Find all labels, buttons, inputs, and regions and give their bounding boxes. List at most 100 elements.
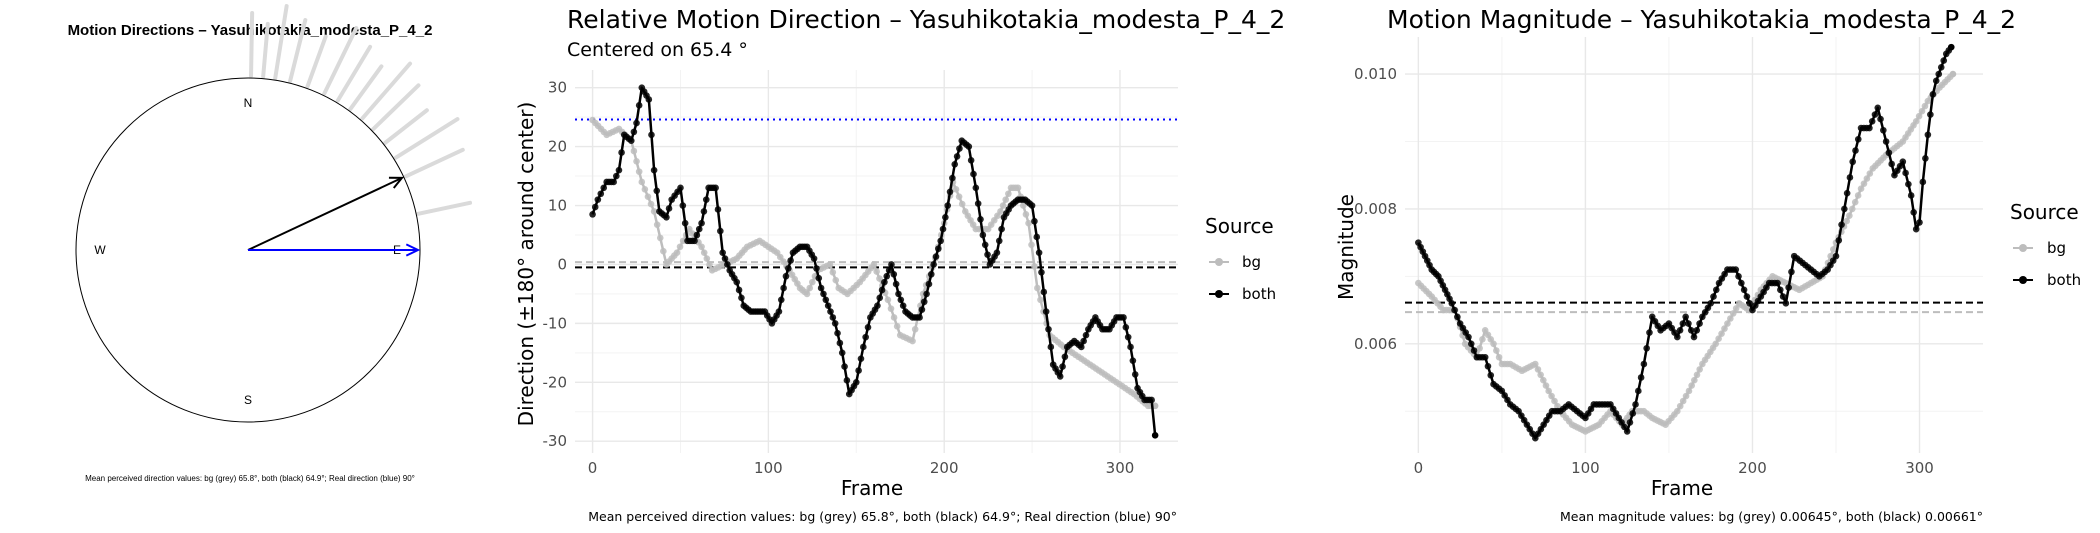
data-point bbox=[892, 280, 900, 288]
data-point bbox=[1740, 286, 1748, 294]
data-point bbox=[981, 241, 989, 249]
data-point bbox=[1688, 382, 1695, 389]
data-point bbox=[1490, 340, 1497, 348]
magnitude-grid bbox=[1405, 37, 1983, 453]
magnitude-reference-lines bbox=[1405, 301, 1983, 314]
data-point bbox=[1028, 202, 1036, 209]
data-point bbox=[1035, 249, 1043, 256]
data-point bbox=[1835, 237, 1843, 244]
data-point bbox=[927, 270, 935, 278]
magnitude-tick-labels: 0 100 200 300 0.006 0.008 0.010 bbox=[1354, 65, 1934, 477]
data-point bbox=[1646, 329, 1653, 336]
data-point bbox=[712, 184, 719, 192]
direction-chart-subtitle: Centered on 65.4 ° bbox=[567, 39, 748, 61]
data-point bbox=[1484, 362, 1492, 370]
x-tick-label: 100 bbox=[754, 459, 783, 477]
data-point bbox=[1885, 149, 1893, 157]
data-point bbox=[815, 274, 823, 282]
data-point bbox=[1838, 221, 1845, 228]
data-point bbox=[1448, 300, 1456, 307]
data-point bbox=[810, 255, 818, 262]
data-point bbox=[1849, 158, 1856, 166]
data-point bbox=[591, 203, 599, 211]
data-point bbox=[1061, 353, 1069, 361]
data-point bbox=[615, 166, 623, 174]
data-point bbox=[589, 211, 596, 218]
compass-bg-direction-line bbox=[393, 117, 460, 160]
data-point bbox=[1451, 306, 1458, 314]
data-point bbox=[1493, 347, 1500, 354]
data-point bbox=[834, 329, 841, 337]
data-point bbox=[1693, 326, 1701, 334]
data-point bbox=[1710, 293, 1717, 300]
data-point bbox=[803, 290, 811, 298]
x-tick-label: 300 bbox=[1106, 459, 1135, 477]
data-point bbox=[1774, 279, 1781, 287]
data-point bbox=[876, 275, 883, 282]
data-point bbox=[852, 378, 860, 386]
data-point bbox=[1947, 43, 1955, 51]
data-point bbox=[946, 188, 954, 196]
data-point bbox=[702, 196, 710, 203]
data-point bbox=[955, 193, 963, 200]
data-point bbox=[638, 178, 646, 186]
direction-series bbox=[589, 84, 1159, 439]
data-point bbox=[1031, 217, 1038, 225]
data-point bbox=[836, 339, 844, 347]
data-point bbox=[944, 202, 951, 209]
data-point bbox=[953, 153, 961, 160]
data-point bbox=[1673, 333, 1681, 341]
direction-legend-both-dot bbox=[1215, 290, 1223, 298]
data-point bbox=[817, 284, 825, 292]
compass-bg-direction-line bbox=[249, 11, 255, 79]
y-tick-label: 0.008 bbox=[1354, 200, 1397, 218]
data-point bbox=[952, 186, 960, 193]
direction-x-axis-label: Frame bbox=[841, 476, 903, 500]
data-point bbox=[920, 298, 928, 306]
data-point bbox=[1129, 357, 1137, 364]
data-point bbox=[1031, 263, 1038, 270]
data-point bbox=[1841, 205, 1848, 213]
data-point bbox=[1924, 131, 1932, 139]
data-point bbox=[714, 206, 722, 213]
magnitude-y-axis-label: Magnitude bbox=[1334, 194, 1358, 300]
data-point bbox=[1921, 102, 1929, 110]
data-point bbox=[923, 290, 930, 298]
y-tick-label: -20 bbox=[543, 373, 568, 391]
data-point bbox=[1690, 333, 1698, 341]
data-point bbox=[1047, 343, 1055, 351]
data-point bbox=[1940, 57, 1948, 64]
data-point bbox=[820, 290, 827, 298]
data-point bbox=[1037, 296, 1044, 304]
data-point bbox=[693, 231, 701, 239]
direction-legend-bg-dot bbox=[1215, 258, 1223, 266]
data-point bbox=[1777, 286, 1784, 294]
data-point bbox=[911, 325, 919, 333]
data-point bbox=[1863, 175, 1871, 182]
magnitude-legend-title: Source bbox=[2010, 200, 2079, 224]
data-point bbox=[1056, 373, 1064, 380]
data-point bbox=[706, 261, 713, 268]
data-point bbox=[653, 221, 661, 228]
data-point bbox=[970, 170, 977, 178]
magnitude-x-axis-label: Frame bbox=[1651, 476, 1713, 500]
data-point bbox=[618, 149, 625, 156]
data-point bbox=[1025, 219, 1032, 227]
data-point bbox=[1679, 397, 1687, 405]
data-point bbox=[1632, 401, 1639, 408]
direction-y-axis-label: Direction (±180° around center) bbox=[514, 102, 538, 427]
compass-bg-direction-line bbox=[261, 21, 270, 79]
data-point bbox=[1905, 180, 1912, 188]
data-point bbox=[1746, 300, 1753, 307]
data-point bbox=[1687, 326, 1695, 334]
y-tick-label: -30 bbox=[543, 432, 568, 450]
data-point bbox=[1082, 331, 1090, 339]
data-point bbox=[822, 296, 830, 304]
data-point bbox=[809, 278, 816, 286]
data-point bbox=[999, 202, 1007, 209]
data-point bbox=[1832, 252, 1840, 260]
data-point bbox=[1899, 158, 1907, 166]
data-point bbox=[700, 249, 708, 256]
data-point bbox=[862, 333, 869, 341]
y-tick-label: 30 bbox=[548, 79, 567, 97]
